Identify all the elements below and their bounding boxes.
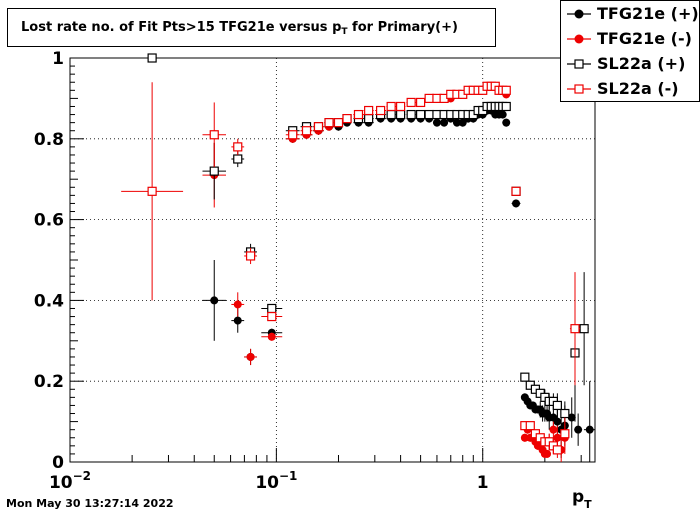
- data-point: [376, 105, 386, 116]
- data-point: [386, 109, 396, 120]
- data-point: [396, 109, 406, 120]
- data-point: [147, 53, 157, 63]
- data-point: [301, 126, 312, 136]
- data-point: [560, 408, 570, 419]
- data-point: [406, 97, 416, 108]
- y-tick-label: 1: [52, 49, 64, 69]
- x-tick-label: 10−2: [49, 469, 91, 493]
- data-point: [333, 118, 344, 128]
- y-tick-label: 0.4: [34, 291, 64, 311]
- data-point: [364, 113, 374, 124]
- data-point: [440, 118, 449, 127]
- data-point: [267, 311, 277, 322]
- legend: TFG21e (+) TFG21e (-) SL22a (+) SL22a (-…: [560, 0, 700, 102]
- data-point: [585, 425, 594, 434]
- x-axis-label: p: [572, 487, 585, 507]
- title-subscript: T: [341, 27, 348, 37]
- data-point: [147, 186, 157, 196]
- legend-label: SL22a (-): [597, 79, 679, 98]
- data-point: [579, 324, 589, 334]
- data-point: [324, 118, 334, 128]
- data-point: [396, 101, 406, 112]
- data-point: [386, 101, 396, 112]
- data-point: [209, 130, 219, 140]
- title-prefix: Lost rate no. of Fit Pts>15 TFG21e versu…: [21, 20, 342, 35]
- series-3: [121, 81, 581, 458]
- legend-label: SL22a (+): [597, 54, 686, 73]
- data-point: [549, 425, 558, 434]
- data-point: [210, 296, 219, 305]
- data-point: [501, 101, 511, 112]
- legend-item-sl22a-plus: SL22a (+): [561, 52, 699, 76]
- data-point: [553, 433, 562, 442]
- y-tick-label: 0.6: [34, 211, 64, 231]
- x-tick-label: 1: [477, 473, 489, 493]
- y-tick-label: 0: [52, 453, 64, 473]
- data-point: [525, 421, 535, 431]
- data-point: [574, 425, 583, 434]
- data-point: [364, 105, 374, 116]
- data-point: [288, 130, 298, 140]
- legend-item-tfg21e-minus: TFG21e (-): [561, 27, 699, 51]
- data-point: [209, 166, 219, 176]
- timestamp: Mon May 30 13:27:14 2022: [6, 497, 174, 510]
- data-point: [502, 118, 511, 127]
- legend-item-tfg21e-plus: TFG21e (+): [561, 2, 699, 26]
- data-point: [424, 109, 434, 120]
- data-point: [233, 154, 243, 164]
- chart-title: Lost rate no. of Fit Pts>15 TFG21e versu…: [7, 8, 496, 47]
- data-point: [353, 109, 364, 120]
- data-point: [424, 93, 434, 104]
- data-point: [267, 303, 277, 314]
- data-point: [553, 417, 562, 426]
- x-axis-label-subscript: T: [584, 498, 592, 511]
- x-axis-title: pT: [572, 487, 592, 511]
- data-point: [267, 332, 276, 341]
- data-point: [520, 372, 530, 382]
- data-point: [233, 142, 243, 152]
- data-point: [246, 352, 255, 361]
- data-point: [432, 118, 441, 127]
- legend-label: TFG21e (-): [597, 29, 692, 48]
- data-point: [567, 413, 576, 422]
- data-point: [512, 199, 521, 208]
- data-point: [511, 186, 521, 196]
- data-point: [552, 400, 562, 411]
- data-point: [406, 109, 416, 120]
- title-suffix: for Primary(+): [347, 20, 458, 35]
- data-point: [233, 316, 242, 325]
- data-point: [543, 449, 552, 458]
- data-point: [342, 113, 352, 124]
- data-point: [313, 122, 324, 132]
- y-tick-label: 0.2: [34, 372, 64, 392]
- data-point: [416, 109, 426, 120]
- data-point: [552, 445, 562, 455]
- data-point: [245, 251, 256, 261]
- y-tick-label: 0.8: [34, 130, 64, 150]
- data-point: [501, 85, 511, 95]
- data-point: [233, 300, 242, 309]
- legend-item-sl22a-minus: SL22a (-): [561, 77, 699, 101]
- data-point: [452, 118, 461, 127]
- data-point: [498, 110, 507, 119]
- legend-label: TFG21e (+): [597, 4, 699, 23]
- data-point: [560, 429, 570, 439]
- data-point: [416, 97, 426, 108]
- x-tick-label: 10−1: [255, 469, 297, 493]
- data-point: [570, 324, 580, 334]
